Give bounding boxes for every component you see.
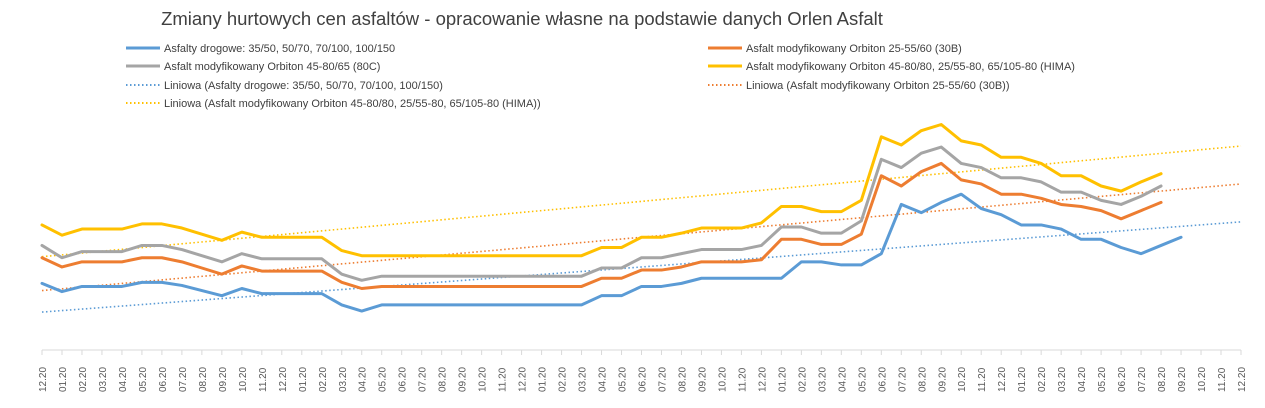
legend-item: Asfalt modyfikowany Orbiton 45-80/65 (80…: [126, 61, 380, 73]
x-tick-label: 10.20: [1197, 367, 1208, 392]
x-tick-label: 08.20: [677, 367, 688, 392]
x-tick-label: 01.20: [298, 367, 309, 392]
x-tick-label: 12.20: [38, 367, 49, 392]
x-axis: 12.20 01.20 02.20 03.20 04.20 05.20 06.20 07.20…: [38, 349, 1248, 392]
legend-label: Asfalt modyfikowany Orbiton 45-80/80, 25…: [746, 61, 1075, 73]
legend-item: Asfalt modyfikowany Orbiton 25-55/60 (30…: [708, 43, 962, 55]
x-tick-label: 03.20: [1057, 367, 1068, 392]
trendline: [41, 221, 1242, 313]
x-tick-label: 09.20: [218, 367, 229, 392]
x-tick-label: 03.20: [578, 367, 589, 392]
x-tick-label: 10.20: [238, 367, 249, 392]
x-tick-label: 11.20: [977, 367, 988, 392]
x-tick-label: 02.20: [558, 367, 569, 392]
x-tick-label: 09.20: [458, 367, 469, 392]
x-tick-label: 05.20: [378, 367, 389, 392]
x-tick-label: 06.20: [158, 367, 169, 392]
legend-label: Asfalt modyfikowany Orbiton 45-80/65 (80…: [164, 61, 380, 73]
x-tick-label: 08.20: [438, 367, 449, 392]
x-tick-label: 11.20: [258, 367, 269, 392]
x-tick-label: 10.20: [957, 367, 968, 392]
plot-area: [40, 123, 1242, 313]
x-tick-label: 01.20: [58, 367, 69, 392]
legend-label: Asfalty drogowe: 35/50, 50/70, 70/100, 1…: [164, 43, 395, 55]
x-tick-label: 12.20: [278, 367, 289, 392]
x-tick-label: 05.20: [138, 367, 149, 392]
x-tick-label: 02.20: [78, 367, 89, 392]
x-tick-label: 06.20: [1117, 367, 1128, 392]
legend-item: Asfalt modyfikowany Orbiton 45-80/80, 25…: [708, 61, 1075, 73]
x-tick-label: 12.20: [997, 367, 1008, 392]
x-tick-label: 06.20: [877, 367, 888, 392]
x-tick-label: 12.20: [757, 367, 768, 392]
x-tick-label: 04.20: [1077, 367, 1088, 392]
series-line: [40, 161, 1163, 290]
x-tick-label: 11.20: [737, 367, 748, 392]
x-tick-label: 04.20: [358, 367, 369, 392]
x-tick-label: 08.20: [917, 367, 928, 392]
x-tick-label: 05.20: [618, 367, 629, 392]
series-line: [40, 145, 1163, 282]
legend-label: Liniowa (Asfalt modyfikowany Orbiton 45-…: [164, 98, 541, 110]
legend-item: Asfalty drogowe: 35/50, 50/70, 70/100, 1…: [126, 43, 395, 55]
legend-label: Liniowa (Asfalty drogowe: 35/50, 50/70, …: [164, 80, 443, 92]
x-tick-label: 05.20: [857, 367, 868, 392]
x-tick-label: 04.20: [598, 367, 609, 392]
x-tick-label: 11.20: [1217, 367, 1228, 392]
x-tick-label: 03.20: [98, 367, 109, 392]
x-tick-label: 10.20: [478, 367, 489, 392]
x-tick-label: 12.20: [1237, 367, 1248, 392]
x-tick-label: 08.20: [1157, 367, 1168, 392]
x-tick-label: 01.20: [538, 367, 549, 392]
trendline: [41, 145, 1242, 258]
trendline: [41, 183, 1242, 292]
x-tick-label: 06.20: [638, 367, 649, 392]
x-tick-label: 02.20: [318, 367, 329, 392]
x-tick-label: 01.20: [1017, 367, 1028, 392]
x-tick-label: 09.20: [937, 367, 948, 392]
x-tick-label: 10.20: [717, 367, 728, 392]
x-tick-label: 04.20: [118, 367, 129, 392]
legend-item: Liniowa (Asfalty drogowe: 35/50, 50/70, …: [126, 80, 443, 92]
chart-title: Zmiany hurtowych cen asfaltów - opracowa…: [161, 8, 883, 29]
x-tick-label: 02.20: [1037, 367, 1048, 392]
x-tick-label: 02.20: [797, 367, 808, 392]
x-tick-label: 03.20: [817, 367, 828, 392]
x-tick-label: 07.20: [897, 367, 908, 392]
x-tick-label: 06.20: [398, 367, 409, 392]
series-line: [40, 123, 1163, 258]
legend-item: Liniowa (Asfalt modyfikowany Orbiton 25-…: [708, 80, 1010, 92]
x-tick-label: 05.20: [1097, 367, 1108, 392]
x-tick-label: 07.20: [418, 367, 429, 392]
x-tick-label: 09.20: [697, 367, 708, 392]
x-tick-label: 09.20: [1177, 367, 1188, 392]
x-tick-label: 07.20: [1137, 367, 1148, 392]
x-tick-label: 07.20: [178, 367, 189, 392]
x-tick-label: 12.20: [518, 367, 529, 392]
legend: Asfalty drogowe: 35/50, 50/70, 70/100, 1…: [126, 43, 1075, 110]
series-line: [40, 192, 1183, 313]
x-tick-label: 11.20: [498, 367, 509, 392]
x-tick-label: 07.20: [657, 367, 668, 392]
legend-label: Liniowa (Asfalt modyfikowany Orbiton 25-…: [746, 80, 1010, 92]
x-tick-label: 08.20: [198, 367, 209, 392]
x-tick-label: 04.20: [837, 367, 848, 392]
x-tick-label: 03.20: [338, 367, 349, 392]
x-tick-label: 01.20: [777, 367, 788, 392]
legend-item: Liniowa (Asfalt modyfikowany Orbiton 45-…: [126, 98, 541, 110]
legend-label: Asfalt modyfikowany Orbiton 25-55/60 (30…: [746, 43, 962, 55]
